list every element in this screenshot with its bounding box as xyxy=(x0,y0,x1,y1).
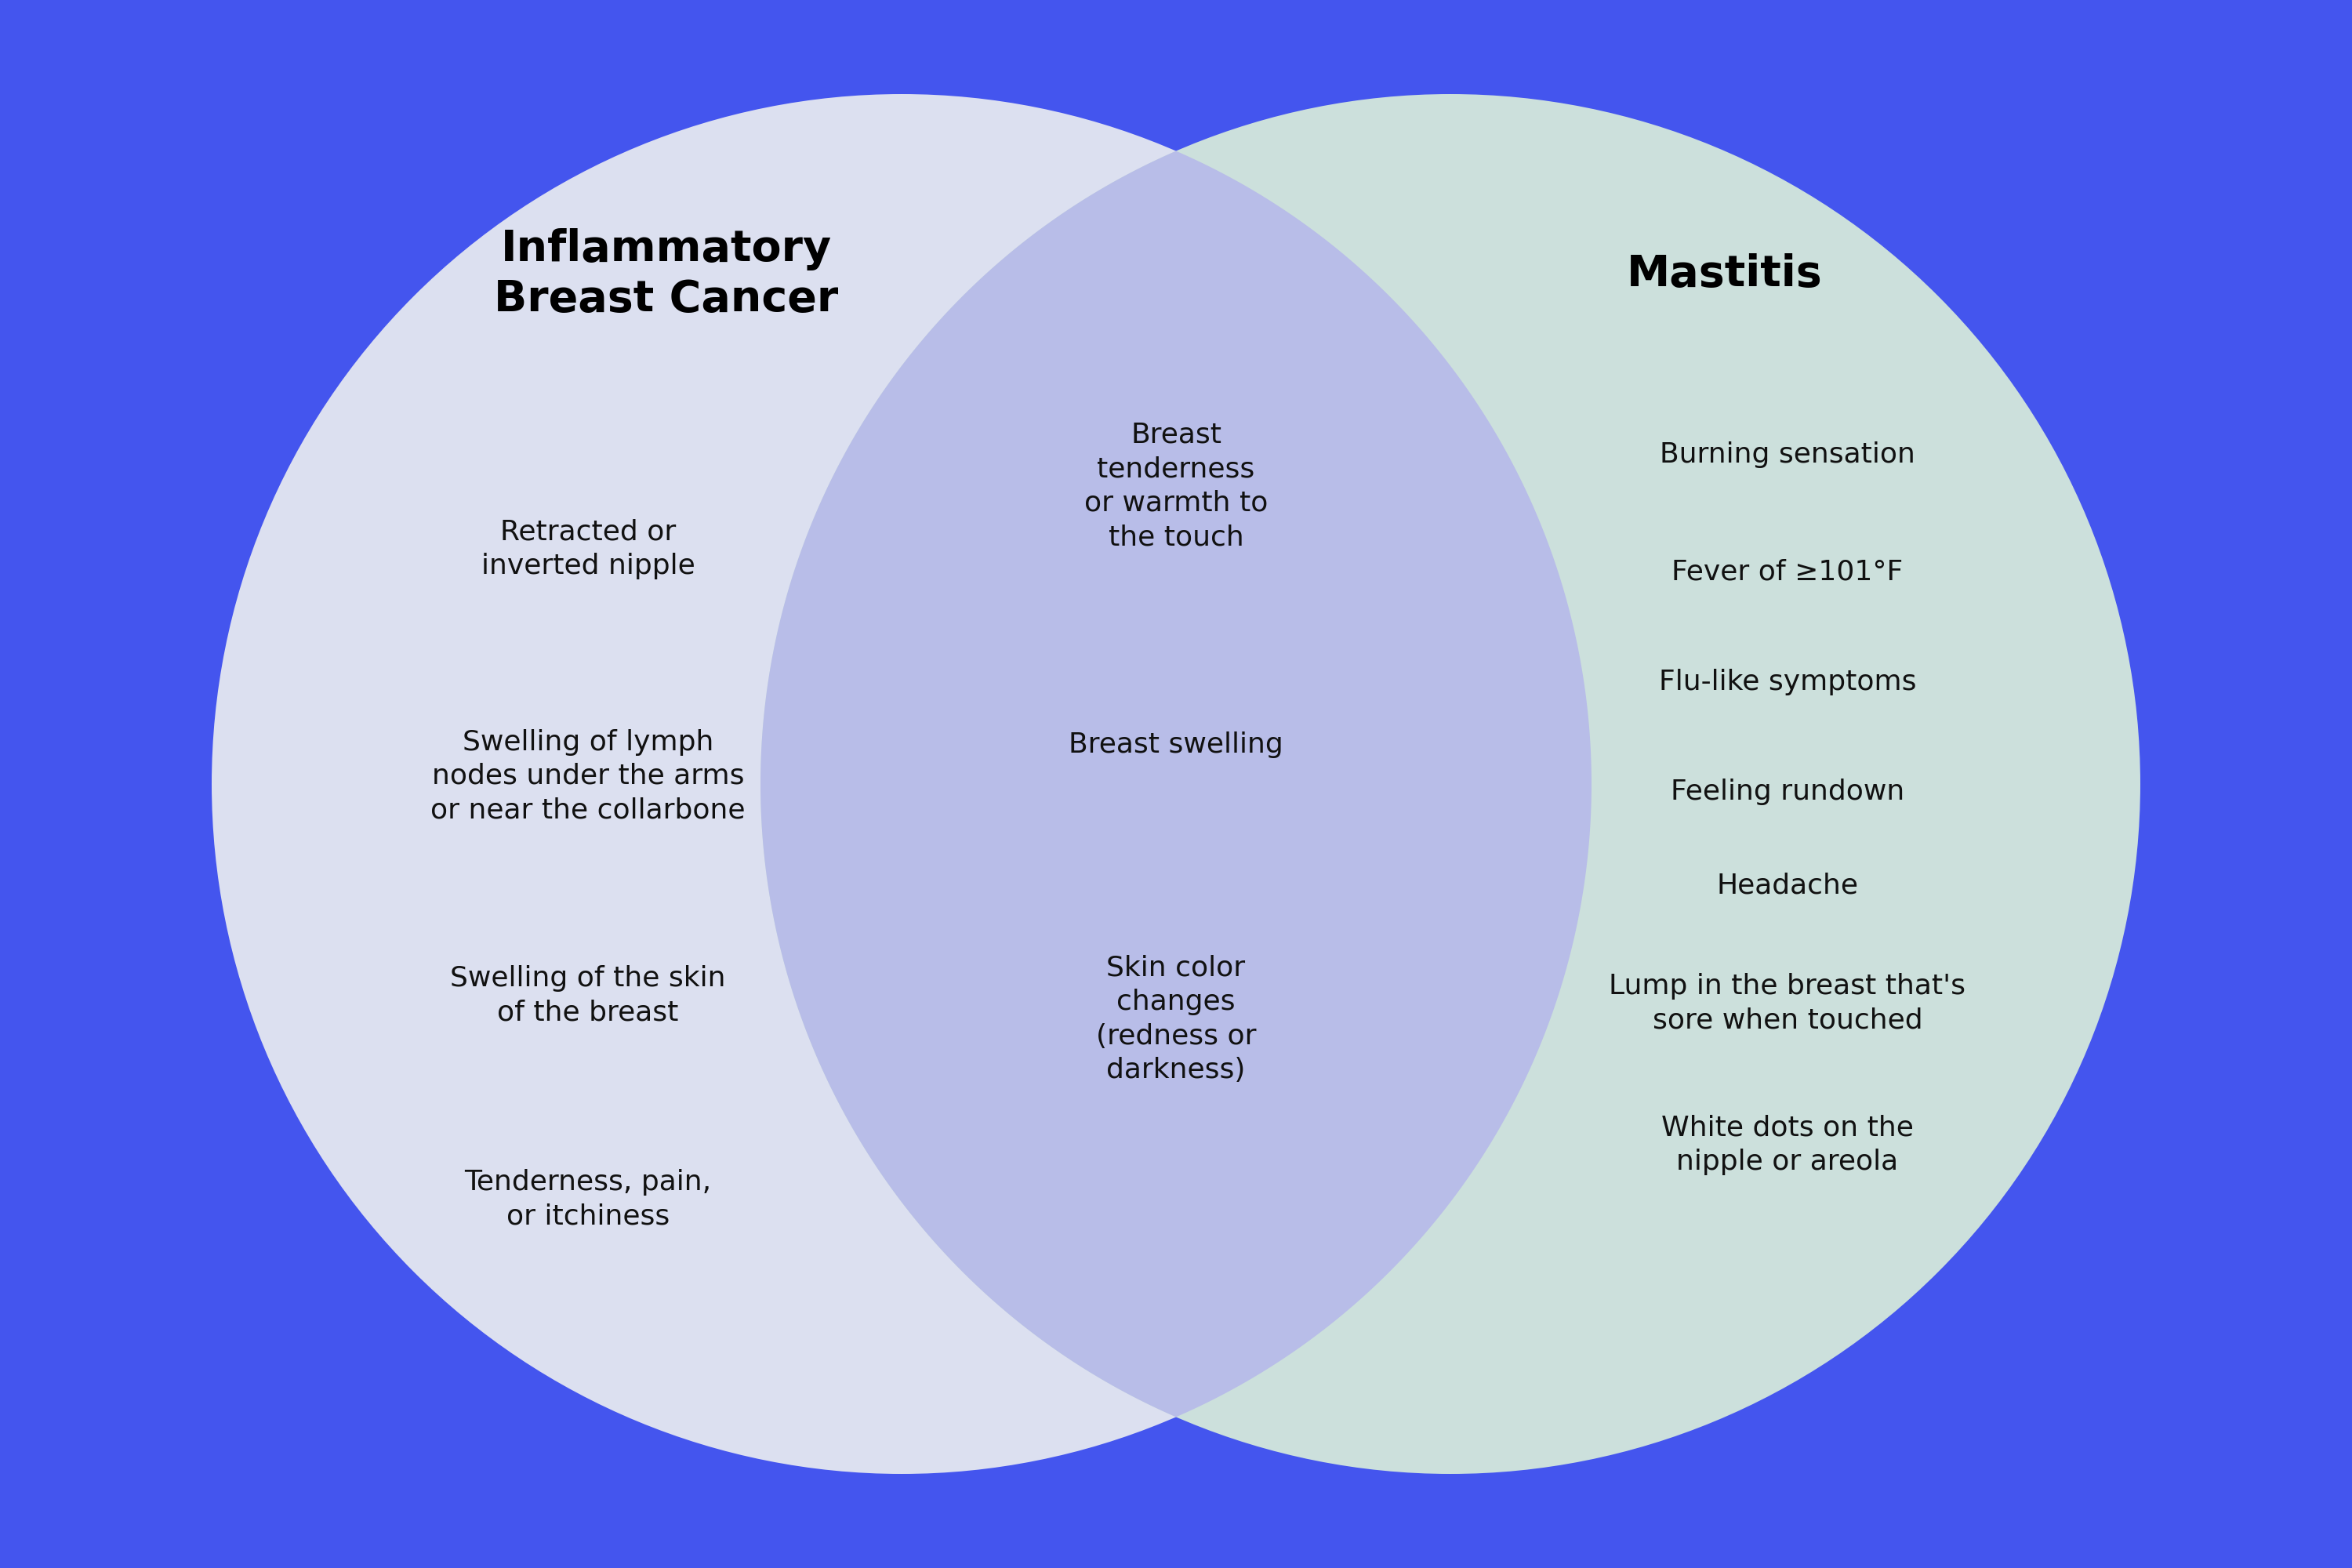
Text: Retracted or
inverted nipple: Retracted or inverted nipple xyxy=(482,519,694,579)
Text: Lump in the breast that's
sore when touched: Lump in the breast that's sore when touc… xyxy=(1609,974,1966,1033)
Text: Mastitis: Mastitis xyxy=(1628,252,1823,295)
Text: Swelling of lymph
nodes under the arms
or near the collarbone: Swelling of lymph nodes under the arms o… xyxy=(430,729,746,823)
Text: Tenderness, pain,
or itchiness: Tenderness, pain, or itchiness xyxy=(463,1170,713,1229)
Text: Fever of ≥101°F: Fever of ≥101°F xyxy=(1672,560,1903,585)
Text: Feeling rundown: Feeling rundown xyxy=(1670,778,1905,806)
Circle shape xyxy=(212,94,1592,1474)
Text: Breast swelling: Breast swelling xyxy=(1068,731,1284,759)
Text: Inflammatory
Breast Cancer: Inflammatory Breast Cancer xyxy=(494,227,840,321)
Polygon shape xyxy=(760,151,1592,1417)
Text: Headache: Headache xyxy=(1717,872,1858,900)
Text: Skin color
changes
(redness or
darkness): Skin color changes (redness or darkness) xyxy=(1096,955,1256,1083)
Text: White dots on the
nipple or areola: White dots on the nipple or areola xyxy=(1661,1115,1915,1174)
Text: Swelling of the skin
of the breast: Swelling of the skin of the breast xyxy=(449,966,727,1025)
Text: Burning sensation: Burning sensation xyxy=(1661,442,1915,467)
Circle shape xyxy=(760,94,2140,1474)
Text: Flu-like symptoms: Flu-like symptoms xyxy=(1658,668,1917,696)
Text: Breast
tenderness
or warmth to
the touch: Breast tenderness or warmth to the touch xyxy=(1084,422,1268,550)
